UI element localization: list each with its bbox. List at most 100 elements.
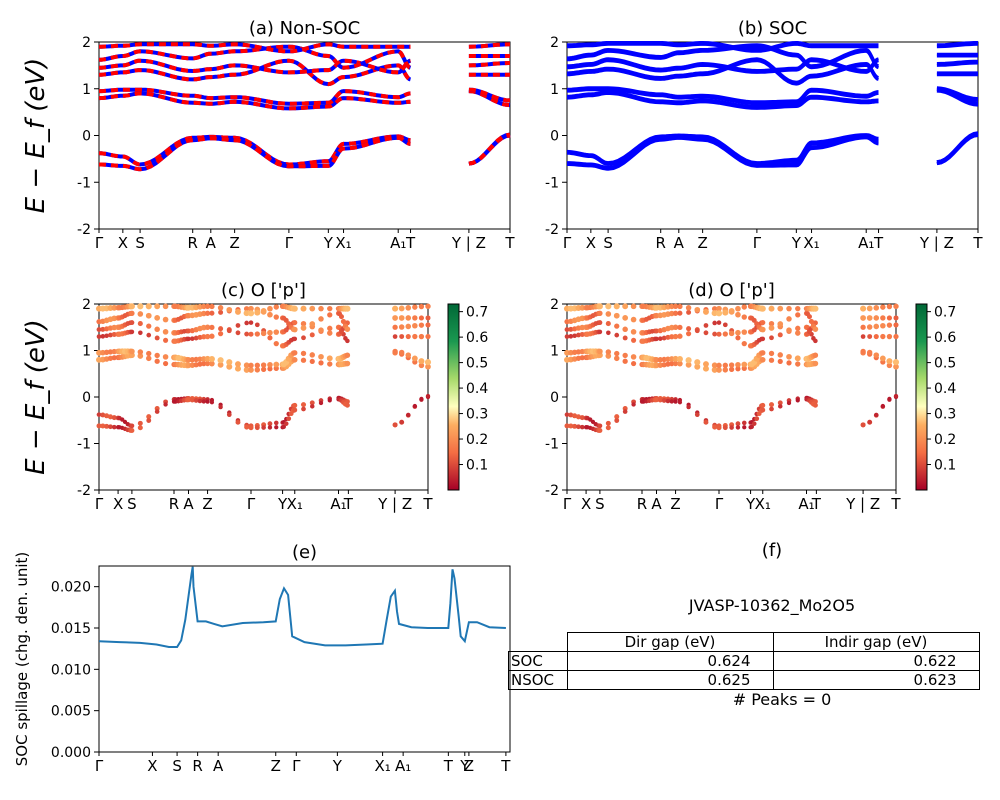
band-point xyxy=(327,398,332,403)
band-point xyxy=(631,337,637,343)
band-point xyxy=(768,305,775,312)
band-point xyxy=(309,332,315,338)
band-point xyxy=(108,424,113,430)
band-point xyxy=(273,340,279,347)
band-point xyxy=(672,360,679,367)
band-point xyxy=(193,335,199,341)
band-point xyxy=(338,314,344,320)
band-point xyxy=(672,324,679,330)
band-point xyxy=(107,414,113,420)
band-point xyxy=(104,423,110,429)
band-point xyxy=(886,358,893,365)
band-point xyxy=(735,305,741,312)
band-point xyxy=(735,335,741,341)
band-point xyxy=(254,367,261,373)
band-point xyxy=(711,362,718,369)
band-point xyxy=(189,357,196,363)
colorbar-tick-label: 0.3 xyxy=(934,407,956,423)
colorbar-tick-label: 0.4 xyxy=(466,381,488,397)
band-point xyxy=(137,303,144,310)
band-point xyxy=(291,357,298,363)
x-tick-label: S xyxy=(603,234,613,252)
band-point xyxy=(399,334,405,340)
x-tick-label: X xyxy=(118,234,128,252)
band-point xyxy=(694,306,701,313)
band-point xyxy=(204,324,211,330)
band-point xyxy=(722,362,728,368)
band-point xyxy=(146,414,152,420)
colorbar-tick-label: 0.1 xyxy=(934,458,956,474)
x-tick-label: A₁ xyxy=(390,234,406,252)
band-point xyxy=(405,305,412,311)
band-point xyxy=(866,305,873,312)
band-point xyxy=(605,321,611,327)
x-tick-label: T xyxy=(500,757,511,775)
band-point xyxy=(866,349,873,356)
band-point xyxy=(146,350,152,357)
band-point xyxy=(145,303,152,310)
band-point xyxy=(614,332,620,338)
band-point xyxy=(677,310,683,316)
band-point xyxy=(777,321,784,327)
band-point xyxy=(111,415,117,421)
band-point xyxy=(244,331,250,337)
band-point xyxy=(300,325,307,331)
colorbar-tick-label: 0.3 xyxy=(466,407,488,423)
band-point xyxy=(100,334,106,339)
band-point xyxy=(741,340,747,347)
band-point xyxy=(694,359,701,366)
band-point xyxy=(327,312,333,318)
cell-indir-gap: 0.622 xyxy=(772,651,980,671)
band-point xyxy=(786,353,792,360)
x-tick-label: A xyxy=(183,495,194,513)
band-line-dashed xyxy=(99,42,511,54)
band-point xyxy=(209,360,215,367)
band-point xyxy=(778,404,783,409)
band-point xyxy=(768,350,775,357)
x-tick-label: T xyxy=(422,495,433,513)
band-point xyxy=(205,399,210,404)
band-point xyxy=(300,320,307,327)
band-point xyxy=(154,303,161,310)
band-point xyxy=(614,418,620,423)
band-point xyxy=(703,330,709,336)
band-point xyxy=(657,357,664,363)
band-point xyxy=(568,423,574,429)
x-tick-label: Γ xyxy=(247,495,256,513)
band-point xyxy=(886,333,893,340)
band-point xyxy=(244,320,249,326)
band-point xyxy=(892,359,900,366)
band-point xyxy=(418,303,425,310)
band-point xyxy=(406,412,411,418)
band-point xyxy=(318,305,324,312)
band-point xyxy=(111,355,117,361)
band-point xyxy=(154,335,160,341)
panel-title: (a) Non-SOC xyxy=(249,18,360,39)
band-point xyxy=(267,335,273,341)
band-point xyxy=(392,334,398,339)
x-tick-label: Y | Z xyxy=(451,234,486,252)
band-point xyxy=(129,329,135,335)
band-point xyxy=(673,399,678,404)
band-point xyxy=(860,315,866,321)
band-point xyxy=(392,305,399,312)
band-point xyxy=(412,333,418,340)
band-point xyxy=(873,323,880,330)
band-point xyxy=(735,425,741,430)
band-point xyxy=(254,425,260,431)
band-point xyxy=(893,322,899,328)
band-point xyxy=(873,352,880,358)
band-point xyxy=(248,367,254,373)
band-point xyxy=(754,416,760,422)
band-point xyxy=(111,424,117,430)
y-tick-label: 0 xyxy=(82,390,91,406)
band-point xyxy=(254,322,260,328)
band-point xyxy=(795,398,800,403)
band-point xyxy=(812,360,819,367)
band-point xyxy=(185,357,192,363)
band-point xyxy=(622,314,629,321)
band-point xyxy=(716,362,722,369)
band-point xyxy=(677,333,683,339)
band-point xyxy=(722,425,728,431)
band-point xyxy=(425,363,431,370)
